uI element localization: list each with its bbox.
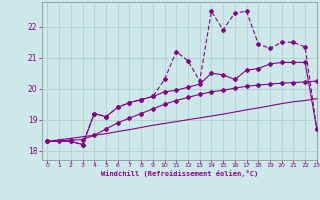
X-axis label: Windchill (Refroidissement éolien,°C): Windchill (Refroidissement éolien,°C) bbox=[100, 170, 258, 177]
